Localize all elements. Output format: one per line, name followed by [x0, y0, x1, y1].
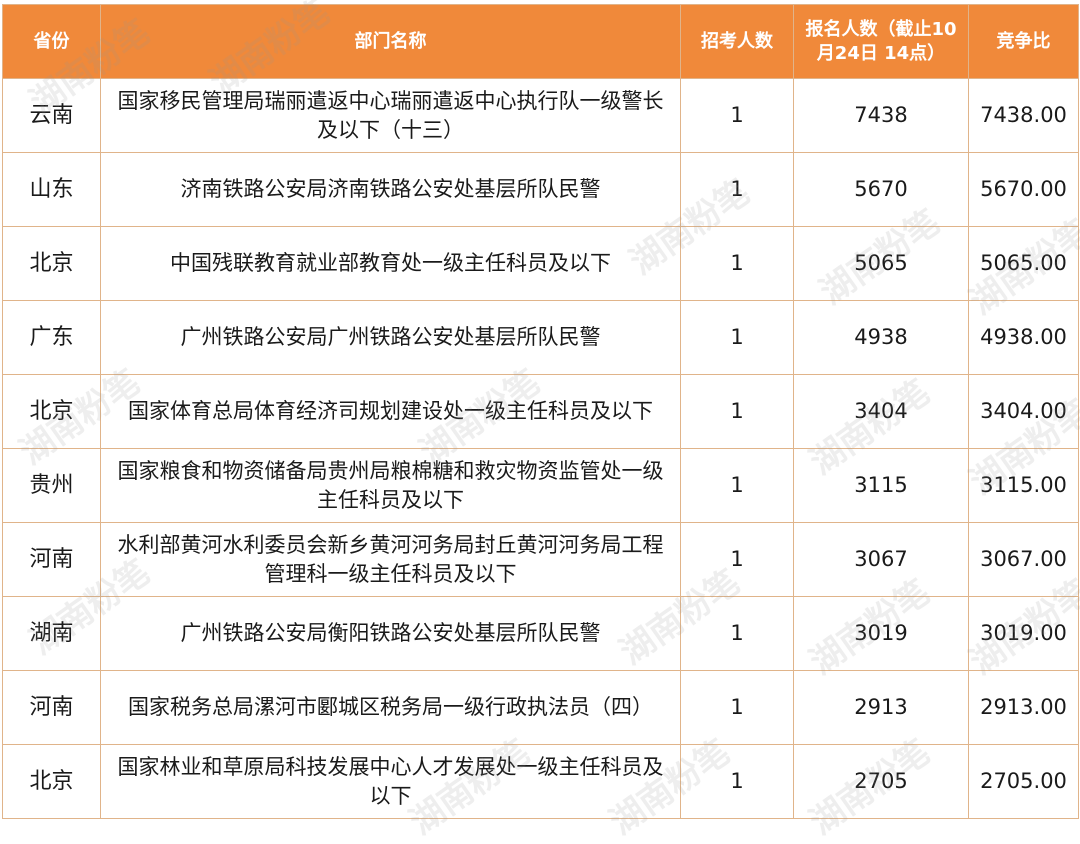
- cell-ratio: 3404.00: [968, 374, 1079, 449]
- cell-ratio: 2913.00: [968, 670, 1079, 745]
- cell-applicants: 3404: [793, 374, 969, 449]
- cell-province: 河南: [2, 522, 101, 597]
- table-row: 北京 国家体育总局体育经济司规划建设处一级主任科员及以下 1 3404 3404…: [2, 374, 1079, 449]
- cell-ratio: 7438.00: [968, 78, 1079, 153]
- cell-applicants: 2705: [793, 744, 969, 819]
- table-row: 云南 国家移民管理局瑞丽遣返中心瑞丽遣返中心执行队一级警长及以下（十三） 1 7…: [2, 78, 1079, 153]
- cell-province: 云南: [2, 78, 101, 153]
- table-row: 广东 广州铁路公安局广州铁路公安处基层所队民警 1 4938 4938.00: [2, 300, 1079, 375]
- cell-department: 国家移民管理局瑞丽遣返中心瑞丽遣返中心执行队一级警长及以下（十三）: [100, 78, 681, 153]
- cell-applicants: 7438: [793, 78, 969, 153]
- table-row: 河南 国家税务总局漯河市郾城区税务局一级行政执法员（四） 1 2913 2913…: [2, 670, 1079, 745]
- cell-province: 北京: [2, 374, 101, 449]
- table-row: 山东 济南铁路公安局济南铁路公安处基层所队民警 1 5670 5670.00: [2, 152, 1079, 227]
- cell-department: 国家体育总局体育经济司规划建设处一级主任科员及以下: [100, 374, 681, 449]
- cell-applicants: 3115: [793, 448, 969, 523]
- table-row: 河南 水利部黄河水利委员会新乡黄河河务局封丘黄河河务局工程管理科一级主任科员及以…: [2, 522, 1079, 597]
- cell-ratio: 5065.00: [968, 226, 1079, 301]
- table-row: 贵州 国家粮食和物资储备局贵州局粮棉糖和救灾物资监管处一级主任科员及以下 1 3…: [2, 448, 1079, 523]
- cell-department: 水利部黄河水利委员会新乡黄河河务局封丘黄河河务局工程管理科一级主任科员及以下: [100, 522, 681, 597]
- cell-province: 湖南: [2, 596, 101, 671]
- cell-recruit: 1: [680, 670, 794, 745]
- cell-ratio: 4938.00: [968, 300, 1079, 375]
- competition-ratio-table: 省份 部门名称 招考人数 报名人数（截止10月24日 14点） 竞争比 云南 国…: [2, 4, 1079, 819]
- cell-ratio: 3115.00: [968, 448, 1079, 523]
- cell-province: 贵州: [2, 448, 101, 523]
- cell-recruit: 1: [680, 152, 794, 227]
- cell-department: 国家林业和草原局科技发展中心人才发展处一级主任科员及以下: [100, 744, 681, 819]
- cell-recruit: 1: [680, 744, 794, 819]
- header-applicant-count: 报名人数（截止10月24日 14点）: [793, 4, 969, 79]
- cell-recruit: 1: [680, 448, 794, 523]
- cell-applicants: 4938: [793, 300, 969, 375]
- cell-department: 广州铁路公安局广州铁路公安处基层所队民警: [100, 300, 681, 375]
- cell-department: 广州铁路公安局衡阳铁路公安处基层所队民警: [100, 596, 681, 671]
- cell-department: 国家税务总局漯河市郾城区税务局一级行政执法员（四）: [100, 670, 681, 745]
- cell-ratio: 3019.00: [968, 596, 1079, 671]
- cell-province: 河南: [2, 670, 101, 745]
- cell-applicants: 2913: [793, 670, 969, 745]
- table-row: 北京 中国残联教育就业部教育处一级主任科员及以下 1 5065 5065.00: [2, 226, 1079, 301]
- cell-ratio: 3067.00: [968, 522, 1079, 597]
- cell-province: 北京: [2, 744, 101, 819]
- cell-recruit: 1: [680, 522, 794, 597]
- header-recruit-count: 招考人数: [680, 4, 794, 79]
- cell-department: 中国残联教育就业部教育处一级主任科员及以下: [100, 226, 681, 301]
- cell-ratio: 5670.00: [968, 152, 1079, 227]
- cell-province: 北京: [2, 226, 101, 301]
- cell-province: 广东: [2, 300, 101, 375]
- cell-recruit: 1: [680, 226, 794, 301]
- header-province: 省份: [2, 4, 101, 79]
- header-department: 部门名称: [100, 4, 681, 79]
- cell-ratio: 2705.00: [968, 744, 1079, 819]
- cell-applicants: 3067: [793, 522, 969, 597]
- cell-recruit: 1: [680, 374, 794, 449]
- header-competition-ratio: 竞争比: [968, 4, 1079, 79]
- cell-applicants: 3019: [793, 596, 969, 671]
- cell-department: 国家粮食和物资储备局贵州局粮棉糖和救灾物资监管处一级主任科员及以下: [100, 448, 681, 523]
- cell-applicants: 5670: [793, 152, 969, 227]
- cell-recruit: 1: [680, 596, 794, 671]
- cell-department: 济南铁路公安局济南铁路公安处基层所队民警: [100, 152, 681, 227]
- cell-recruit: 1: [680, 78, 794, 153]
- table-header-row: 省份 部门名称 招考人数 报名人数（截止10月24日 14点） 竞争比: [2, 4, 1079, 79]
- cell-province: 山东: [2, 152, 101, 227]
- table-row: 北京 国家林业和草原局科技发展中心人才发展处一级主任科员及以下 1 2705 2…: [2, 744, 1079, 819]
- cell-applicants: 5065: [793, 226, 969, 301]
- table-row: 湖南 广州铁路公安局衡阳铁路公安处基层所队民警 1 3019 3019.00: [2, 596, 1079, 671]
- cell-recruit: 1: [680, 300, 794, 375]
